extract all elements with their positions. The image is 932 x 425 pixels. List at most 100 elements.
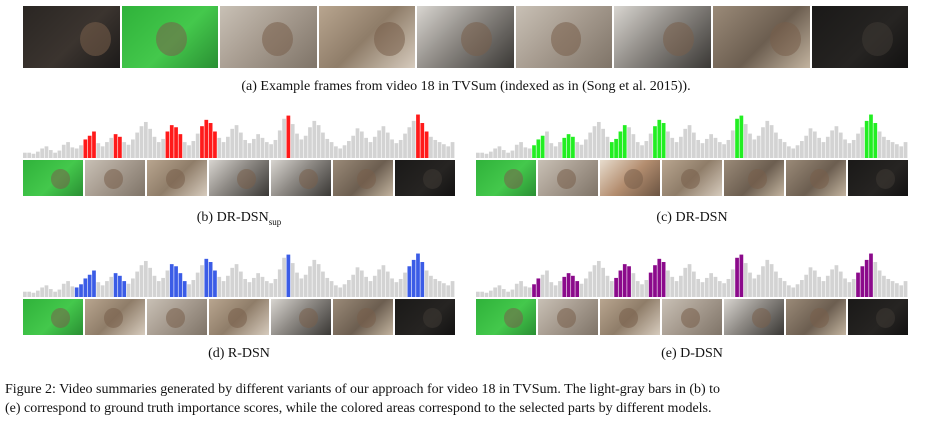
frame-subject (227, 308, 247, 328)
caption-d: (d) R-DSN (208, 346, 270, 361)
selected-bar (735, 118, 739, 158)
ground-truth-bar (57, 289, 62, 297)
ground-truth-bar (584, 278, 588, 297)
ground-truth-bar (856, 133, 860, 158)
ground-truth-bar (100, 285, 105, 297)
ground-truth-bar (446, 285, 451, 297)
thumbnail-image-7 (395, 160, 455, 196)
summary-thumbnail (271, 299, 331, 335)
summary-thumbnail (724, 160, 784, 196)
ground-truth-bar (713, 276, 718, 297)
ground-truth-bar (200, 265, 204, 297)
ground-truth-bar (96, 282, 101, 297)
ground-truth-bar (433, 139, 438, 158)
ground-truth-bar (372, 275, 377, 297)
ground-truth-bar (648, 133, 653, 158)
ground-truth-bar (506, 291, 510, 297)
selected-bar (118, 136, 122, 158)
selected-bar (83, 278, 88, 297)
ground-truth-bar (312, 259, 317, 297)
ground-truth-bar (126, 144, 131, 158)
ground-truth-bar (778, 138, 783, 158)
selected-bar (860, 266, 865, 297)
ground-truth-bar (433, 278, 438, 297)
ground-truth-bar (545, 131, 549, 158)
ground-truth-bar (303, 274, 308, 297)
thumbnail-image-7 (848, 160, 908, 196)
ground-truth-bar (316, 125, 321, 158)
ground-truth-bar (726, 278, 731, 297)
summary-thumbnail (724, 299, 784, 335)
thumbnail-image-7 (395, 299, 455, 335)
ground-truth-bar (791, 287, 796, 297)
example-frame (23, 6, 120, 68)
ground-truth-bar (722, 283, 726, 297)
ground-truth-bar (890, 281, 895, 297)
ground-truth-bar (704, 277, 709, 297)
selected-bar (873, 123, 878, 158)
ground-truth-bar (644, 280, 649, 297)
thumbnail-image-3 (600, 299, 660, 335)
ground-truth-bar (290, 124, 295, 158)
ground-truth-bar (23, 291, 27, 297)
ground-truth-bar (830, 269, 834, 297)
ground-truth-bar (131, 278, 135, 297)
ground-truth-bar (403, 272, 407, 297)
ground-truth-bar (808, 128, 813, 158)
ground-truth-bar (825, 275, 830, 297)
example-frame (220, 6, 317, 68)
ground-truth-bar (316, 264, 321, 297)
figure-caption-line-1: Figure 2: Video summaries generated by d… (5, 382, 721, 397)
ground-truth-bar (109, 137, 114, 158)
ground-truth-bar (364, 137, 368, 158)
thumbnail-image-4 (209, 160, 269, 196)
ground-truth-bar (843, 139, 847, 158)
ground-truth-bar (308, 127, 312, 158)
ground-truth-bar (488, 151, 493, 158)
selected-bar (536, 139, 541, 158)
ground-truth-bar (692, 271, 696, 297)
selected-bar (213, 131, 217, 158)
frame-subject (423, 308, 443, 328)
frame-image-6 (515, 6, 613, 68)
summary-thumbnail (333, 160, 393, 196)
selected-bar (407, 266, 412, 297)
ground-truth-bar (666, 270, 670, 297)
frame-subject (504, 308, 524, 328)
ground-truth-bar (269, 283, 273, 297)
selected-bar (614, 277, 618, 297)
selected-bar (739, 115, 744, 158)
frame-subject (373, 21, 405, 56)
selected-bar (540, 135, 545, 158)
ground-truth-bar (700, 282, 705, 297)
ground-truth-bar (895, 283, 899, 297)
ground-truth-bar (670, 137, 675, 158)
ground-truth-bar (351, 274, 356, 297)
ground-truth-bar (48, 150, 53, 158)
frame-image-4 (318, 6, 416, 68)
summary-thumbnail (600, 160, 660, 196)
ground-truth-bar (627, 127, 631, 158)
figure-caption-line-2: (e) correspond to ground truth importanc… (5, 401, 712, 416)
selected-bar (83, 139, 88, 158)
ground-truth-bar (800, 280, 804, 297)
ground-truth-bar (221, 281, 226, 297)
ground-truth-bar (609, 281, 614, 297)
ground-truth-bar (709, 134, 713, 158)
thumbnail-image-7 (848, 299, 908, 335)
example-frame (614, 6, 711, 68)
ground-truth-bar (226, 136, 230, 158)
selected-bar (169, 125, 174, 158)
ground-truth-bar (501, 289, 506, 297)
ground-truth-bar (148, 267, 152, 297)
ground-truth-bar (674, 142, 679, 158)
selected-bar (575, 281, 580, 297)
ground-truth-bar (640, 145, 644, 158)
ground-truth-bar (217, 137, 222, 158)
thumbnail-image-5 (271, 299, 331, 335)
selected-bar (174, 127, 178, 158)
ground-truth-bar (429, 136, 433, 158)
ground-truth-bar (139, 126, 144, 158)
ground-truth-bar (549, 143, 554, 158)
selected-bar (864, 259, 869, 297)
